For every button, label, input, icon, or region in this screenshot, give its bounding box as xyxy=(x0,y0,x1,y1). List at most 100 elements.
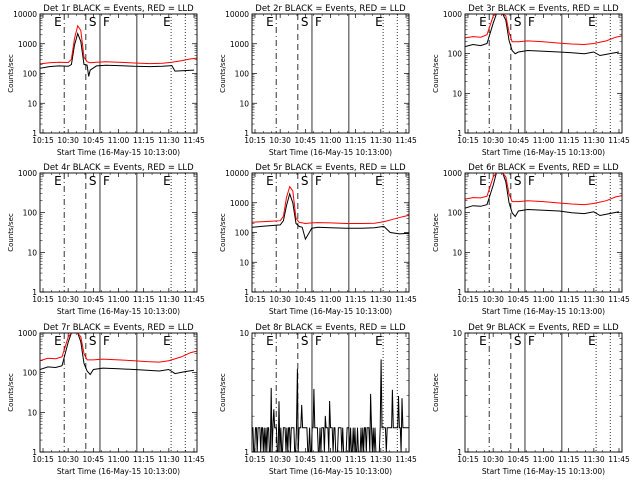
x-tick-label: 10:45 xyxy=(83,295,105,304)
chart-title: Det 6r BLACK = Events, RED = LLD xyxy=(468,163,619,173)
y-tick-label: 10000 xyxy=(13,10,37,19)
x-tick-label: 10:15 xyxy=(457,455,479,464)
x-tick-label: 11:15 xyxy=(133,295,155,304)
y-tick-label: 1 xyxy=(244,288,249,297)
y-tick-label: 100 xyxy=(23,209,38,218)
plot-frame xyxy=(39,13,198,134)
y-tick-label: 1000 xyxy=(18,40,37,49)
event-marker-label: E xyxy=(266,15,274,29)
x-tick-label: 10:30 xyxy=(482,136,504,145)
x-tick-label: 10:45 xyxy=(83,455,105,464)
x-tick-label: 10:15 xyxy=(32,455,54,464)
chart-title: Det 1r BLACK = Events, RED = LLD xyxy=(43,4,194,14)
x-tick-label: 10:15 xyxy=(244,295,266,304)
event-marker-label: E xyxy=(163,174,171,188)
x-tick-label: 10:45 xyxy=(508,295,530,304)
y-tick-label: 1000 xyxy=(18,169,37,178)
event-marker-label: E xyxy=(375,15,383,29)
x-tick-label: 11:15 xyxy=(133,455,155,464)
chart-title: Det 7r BLACK = Events, RED = LLD xyxy=(43,323,194,333)
x-tick-label: 11:45 xyxy=(183,136,205,145)
chart-panel-2: Det 2r BLACK = Events, RED = LLD Counts/s… xyxy=(219,4,417,157)
event-marker-label: S xyxy=(514,334,522,348)
x-tick-label: 10:30 xyxy=(482,295,504,304)
y-tick-label: 10000 xyxy=(225,169,249,178)
plot-frame xyxy=(251,332,410,453)
x-tick-label: 11:45 xyxy=(183,295,205,304)
chart-title: Det 8r BLACK = Events, RED = LLD xyxy=(255,323,406,333)
chart-panel-6: Det 6r BLACK = Events, RED = LLD Counts/s… xyxy=(432,163,630,316)
x-tick-label: 11:00 xyxy=(533,136,555,145)
chart-panel-1: Det 1r BLACK = Events, RED = LLD Counts/s… xyxy=(7,4,205,157)
event-marker-label: S xyxy=(514,15,522,29)
x-tick-label: 10:15 xyxy=(457,136,479,145)
x-tick-label: 11:30 xyxy=(583,295,605,304)
x-axis-label: Start Time (16-May-15 10:13:00) xyxy=(57,307,180,316)
x-tick-label: 10:45 xyxy=(508,455,530,464)
event-marker-label: S xyxy=(89,174,97,188)
event-marker-label: F xyxy=(103,334,110,348)
y-tick-label: 1 xyxy=(32,288,37,297)
x-tick-label: 11:30 xyxy=(158,295,180,304)
y-tick-label: 100 xyxy=(448,209,463,218)
chart-title: Det 4r BLACK = Events, RED = LLD xyxy=(43,163,194,173)
x-axis-label: Start Time (16-May-15 10:13:00) xyxy=(269,307,392,316)
lld-series-line xyxy=(252,185,409,225)
y-tick-label: 10 xyxy=(452,329,462,338)
x-tick-label: 10:15 xyxy=(32,136,54,145)
plot-frame xyxy=(464,332,623,453)
events-series-line xyxy=(465,14,619,57)
chart-title: Det 2r BLACK = Events, RED = LLD xyxy=(255,4,406,14)
event-marker-label: E xyxy=(588,174,596,188)
event-marker-label: E xyxy=(375,334,383,348)
y-tick-label: 100 xyxy=(448,50,463,59)
x-tick-label: 11:30 xyxy=(370,455,392,464)
events-series-line xyxy=(40,32,194,77)
y-tick-label: 1 xyxy=(457,288,462,297)
y-tick-label: 1000 xyxy=(443,169,462,178)
chart-panel-9: Det 9r BLACK = Events, RED = LLD Counts/s… xyxy=(432,323,630,476)
x-tick-label: 11:30 xyxy=(370,295,392,304)
y-tick-label: 1 xyxy=(457,129,462,138)
x-tick-label: 11:45 xyxy=(608,455,630,464)
y-tick-label: 10 xyxy=(452,248,462,257)
events-series-line xyxy=(252,359,409,452)
x-tick-label: 11:30 xyxy=(583,455,605,464)
y-tick-label: 10 xyxy=(239,99,249,108)
x-tick-label: 10:45 xyxy=(295,136,317,145)
x-tick-label: 10:30 xyxy=(57,295,79,304)
lld-series-line xyxy=(40,333,197,363)
x-tick-label: 10:30 xyxy=(269,455,291,464)
y-axis-label: Counts/sec xyxy=(219,213,227,252)
x-tick-label: 11:00 xyxy=(108,136,130,145)
event-marker-label: F xyxy=(103,15,110,29)
event-marker-label: E xyxy=(588,15,596,29)
x-tick-label: 11:15 xyxy=(558,136,580,145)
y-tick-label: 1 xyxy=(244,129,249,138)
x-tick-label: 11:00 xyxy=(108,455,130,464)
plot-frame xyxy=(39,332,198,453)
y-axis-label: Counts/sec xyxy=(432,213,440,252)
x-tick-label: 11:00 xyxy=(108,295,130,304)
x-tick-label: 10:15 xyxy=(244,455,266,464)
x-axis-label: Start Time (16-May-15 10:13:00) xyxy=(482,307,605,316)
y-tick-label: 100 xyxy=(23,70,38,79)
x-tick-label: 10:30 xyxy=(57,455,79,464)
chart-panel-8: Det 8r BLACK = Events, RED = LLD Counts/s… xyxy=(219,323,417,476)
y-tick-label: 10 xyxy=(239,258,249,267)
plot-frame xyxy=(251,172,410,293)
x-tick-label: 11:15 xyxy=(133,136,155,145)
y-axis-label: Counts/sec xyxy=(432,54,440,93)
lld-series-line xyxy=(40,24,197,65)
x-tick-label: 11:45 xyxy=(608,295,630,304)
y-tick-label: 100 xyxy=(235,229,250,238)
x-tick-label: 11:00 xyxy=(320,455,342,464)
plot-frame xyxy=(464,13,623,134)
plot-frame xyxy=(251,13,410,134)
event-marker-label: E xyxy=(163,15,171,29)
event-marker-label: S xyxy=(301,334,309,348)
event-marker-label: E xyxy=(266,174,274,188)
x-tick-label: 11:45 xyxy=(395,455,417,464)
events-series-line xyxy=(40,333,194,376)
